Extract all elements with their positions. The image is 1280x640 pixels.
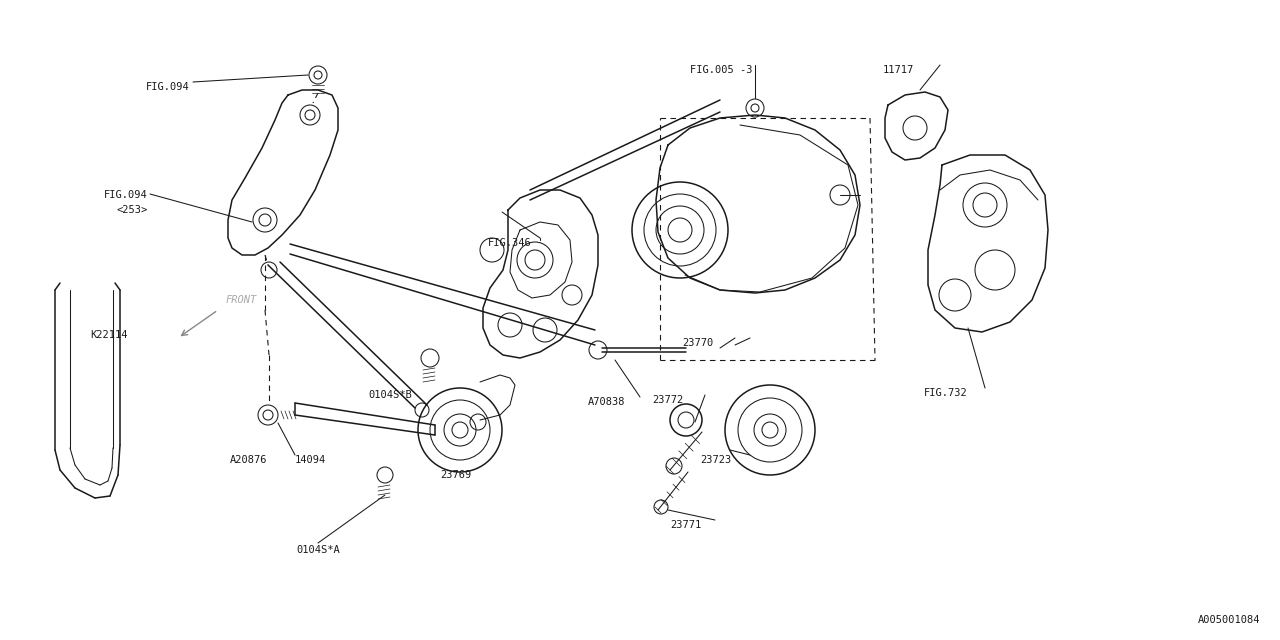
Text: 11717: 11717	[883, 65, 914, 75]
Text: 23770: 23770	[682, 338, 713, 348]
Text: 14094: 14094	[294, 455, 326, 465]
Text: 23769: 23769	[440, 470, 471, 480]
Text: FIG.005 -3: FIG.005 -3	[690, 65, 753, 75]
Text: 23723: 23723	[700, 455, 731, 465]
Text: 0104S*B: 0104S*B	[369, 390, 412, 400]
Text: FIG.732: FIG.732	[924, 388, 968, 398]
Text: 23772: 23772	[652, 395, 684, 405]
Text: K22114: K22114	[90, 330, 128, 340]
Text: 0104S*A: 0104S*A	[296, 545, 340, 555]
Text: FIG.346: FIG.346	[488, 238, 531, 248]
Text: FRONT: FRONT	[227, 295, 257, 305]
Text: 23771: 23771	[669, 520, 701, 530]
Text: <253>: <253>	[116, 205, 148, 215]
Text: FIG.094: FIG.094	[146, 82, 189, 92]
Text: FIG.094: FIG.094	[104, 190, 148, 200]
Text: A005001084: A005001084	[1198, 615, 1260, 625]
Text: A70838: A70838	[588, 397, 626, 407]
Text: A20876: A20876	[230, 455, 268, 465]
